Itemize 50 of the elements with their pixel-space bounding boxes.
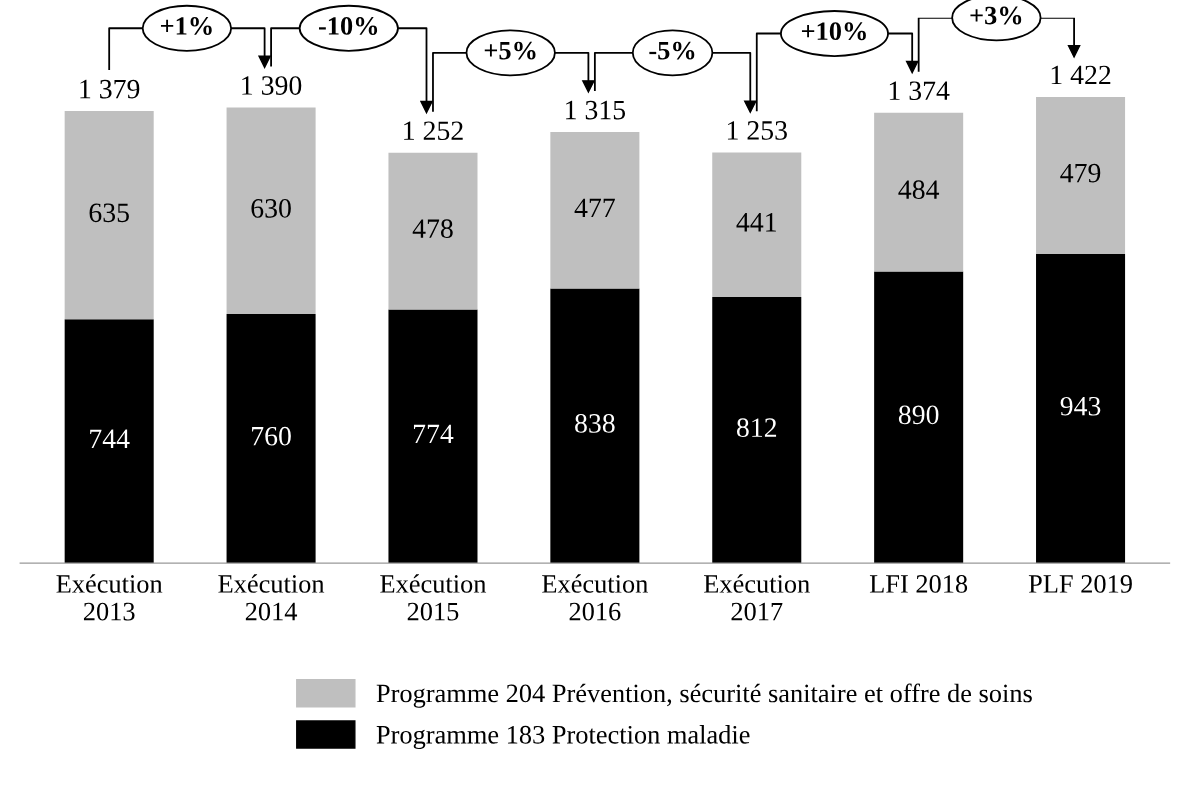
total-label: 1 253 — [727, 121, 787, 140]
bar — [226, 107, 316, 315]
total-label: 1 252 — [404, 121, 463, 141]
data-label: 760 — [252, 426, 291, 446]
bar — [388, 152, 478, 310]
data-label: 890 — [898, 405, 939, 425]
data-label: 477 — [574, 198, 615, 217]
x-tick-label: LFI 2018 — [869, 575, 968, 593]
data-label: 441 — [736, 213, 776, 232]
x-tick-label: PLF 2019 — [1028, 575, 1132, 593]
x-tick-label: Exécution 2017 — [704, 574, 810, 621]
data-label: 774 — [413, 424, 454, 443]
bar — [550, 132, 640, 289]
total-label: 1 374 — [889, 81, 950, 101]
total-label: 1 379 — [80, 79, 140, 99]
total-label: 1 390 — [242, 76, 302, 95]
bar — [1036, 254, 1126, 564]
bar — [550, 288, 640, 564]
data-label: 744 — [90, 429, 130, 448]
text: -5% — [649, 41, 695, 60]
total-label: 1 422 — [1051, 65, 1111, 85]
bar — [1036, 97, 1126, 255]
data-label: 943 — [1060, 396, 1101, 416]
text: -10% — [318, 17, 378, 35]
data-label: 478 — [412, 219, 453, 239]
bar — [874, 271, 964, 564]
bar — [874, 112, 964, 272]
text: +3% — [970, 6, 1022, 25]
bar — [64, 111, 154, 320]
x-tick-label: Exécution 2013 — [56, 574, 163, 621]
data-label: 812 — [736, 418, 777, 438]
x-tick-label: Exécution 2016 — [542, 574, 648, 621]
data-label: 479 — [1060, 163, 1101, 183]
legend-label: Programme 204 Prévention, sécurité sanitaire et offre de soins — [376, 683, 1032, 708]
data-label: 838 — [575, 414, 615, 433]
bar — [64, 319, 154, 564]
data-label: 484 — [898, 180, 940, 200]
text: +5% — [484, 41, 536, 60]
bar — [226, 314, 316, 564]
data-label: 635 — [89, 203, 129, 223]
bar — [388, 309, 478, 564]
x-tick-label: Exécution 2014 — [218, 574, 325, 621]
text: +1% — [160, 17, 212, 35]
text: +10% — [801, 22, 866, 41]
data-label: 630 — [251, 198, 291, 218]
legend-label: Programme 183 Protection maladie — [376, 725, 750, 750]
bar — [712, 152, 802, 297]
total-label: 1 315 — [566, 100, 626, 120]
bar — [712, 296, 802, 564]
x-tick-label: Exécution 2015 — [380, 574, 487, 621]
